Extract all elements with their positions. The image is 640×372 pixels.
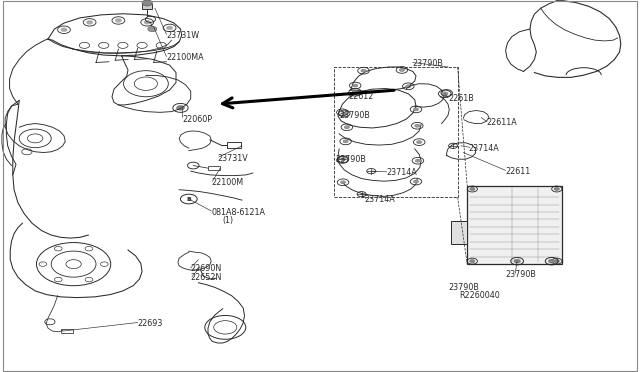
Circle shape <box>399 68 404 71</box>
Text: R2260040: R2260040 <box>460 291 500 300</box>
Circle shape <box>343 140 348 143</box>
Text: 23790B: 23790B <box>506 270 536 279</box>
Bar <box>61 329 73 333</box>
Text: 23790B: 23790B <box>339 111 370 120</box>
Circle shape <box>417 141 422 144</box>
Circle shape <box>340 158 346 161</box>
Circle shape <box>554 187 559 190</box>
Circle shape <box>470 260 475 263</box>
Text: 23714A: 23714A <box>387 168 417 177</box>
Circle shape <box>470 187 475 190</box>
Circle shape <box>548 259 555 263</box>
Circle shape <box>340 181 346 184</box>
Text: 2261B: 2261B <box>448 94 474 103</box>
Circle shape <box>406 85 411 88</box>
Circle shape <box>352 90 358 94</box>
Circle shape <box>514 259 520 263</box>
Text: 22100M: 22100M <box>211 178 243 187</box>
Text: 23731W: 23731W <box>166 31 200 40</box>
Circle shape <box>177 106 184 110</box>
Bar <box>227 142 241 148</box>
Circle shape <box>115 19 122 22</box>
Bar <box>467 186 562 264</box>
Bar <box>208 166 220 170</box>
Circle shape <box>413 108 419 111</box>
Circle shape <box>86 20 93 24</box>
Text: (1): (1) <box>223 216 234 225</box>
Circle shape <box>413 180 419 183</box>
Circle shape <box>353 84 358 87</box>
Bar <box>451 221 467 244</box>
Text: 22611A: 22611A <box>486 118 517 126</box>
Bar <box>142 4 152 9</box>
Circle shape <box>554 260 559 263</box>
Text: 22693: 22693 <box>138 319 163 328</box>
Text: 22612: 22612 <box>349 92 374 101</box>
Circle shape <box>148 26 157 32</box>
Text: 081A8-6121A: 081A8-6121A <box>211 208 265 217</box>
Circle shape <box>415 159 420 162</box>
Text: 22652N: 22652N <box>191 273 222 282</box>
Circle shape <box>344 126 349 129</box>
Text: 23790B: 23790B <box>448 283 479 292</box>
Circle shape <box>442 92 448 96</box>
Text: B: B <box>186 196 191 202</box>
Circle shape <box>342 112 347 115</box>
Text: 22060P: 22060P <box>182 115 212 124</box>
Circle shape <box>166 26 173 30</box>
Text: 22611: 22611 <box>506 167 531 176</box>
Text: 23731V: 23731V <box>218 154 248 163</box>
Text: 22100MA: 22100MA <box>166 53 204 62</box>
Text: 23714A: 23714A <box>365 195 396 204</box>
Circle shape <box>361 69 366 72</box>
Circle shape <box>415 124 420 127</box>
Text: 23790B: 23790B <box>413 59 444 68</box>
Text: 23790B: 23790B <box>335 155 366 164</box>
Circle shape <box>61 28 67 32</box>
Circle shape <box>142 0 152 6</box>
Text: 22690N: 22690N <box>191 264 222 273</box>
Circle shape <box>144 20 150 24</box>
Text: 23714A: 23714A <box>468 144 499 153</box>
